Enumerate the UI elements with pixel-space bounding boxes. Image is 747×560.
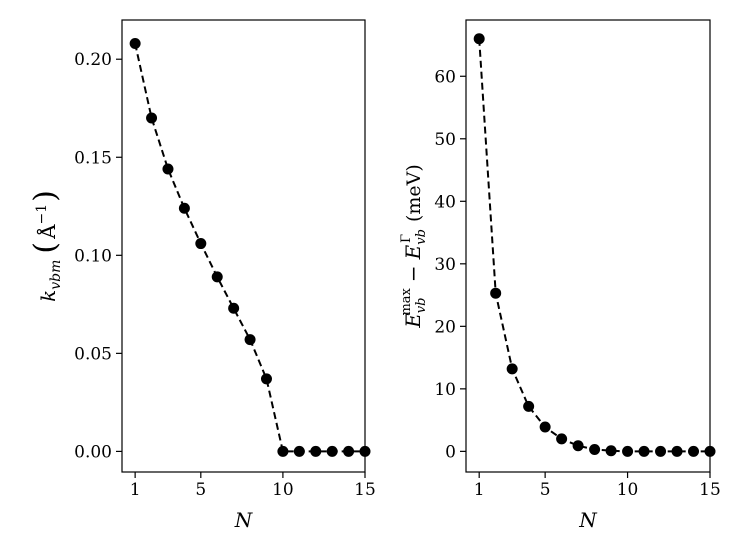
data-point (638, 445, 650, 457)
y-tick-label: 30 (434, 255, 456, 275)
data-point (343, 445, 355, 457)
data-point (195, 238, 207, 250)
y-ticks: 0.00 0.05 0.10 0.15 0.20 (74, 50, 122, 462)
data-point (146, 112, 158, 124)
data-point (293, 445, 305, 457)
data-point (539, 421, 551, 433)
x-tick-label: 15 (354, 480, 376, 500)
x-axis-label: N (234, 508, 254, 532)
data-point (310, 445, 322, 457)
data-point (162, 163, 174, 175)
y-tick-label: 20 (434, 317, 456, 337)
y-tick-label: 0.10 (74, 246, 112, 266)
y-tick-label: 0.00 (74, 442, 112, 462)
series-line (134, 43, 365, 453)
data-point (506, 363, 518, 375)
plot-frame (465, 19, 711, 473)
y-tick-label: 50 (434, 130, 456, 150)
x-tick-label: 1 (474, 480, 485, 500)
data-point (490, 287, 502, 299)
data-point (704, 445, 716, 457)
data-point (473, 33, 485, 45)
y-tick-label: 60 (434, 67, 456, 87)
x-axis-label: N (578, 508, 598, 532)
x-tick-label: 10 (272, 480, 294, 500)
y-axis-label: Evbmax−EvbΓ(meV) (399, 164, 429, 329)
y-tick-label: 0 (445, 442, 456, 462)
data-point (589, 443, 601, 455)
data-point (605, 445, 617, 457)
data-point (228, 302, 240, 314)
plot-frame (121, 19, 366, 473)
y-tick-label: 0.20 (74, 50, 112, 70)
left-plot-panel: 1 5 10 15 0.000.050.100.150.20 N kvbm(Å−1) (28, 19, 376, 532)
data-point (211, 271, 223, 283)
data-point (622, 445, 634, 457)
data-points (129, 38, 371, 457)
y-tick-label: 0.15 (74, 148, 112, 168)
data-point (556, 433, 568, 445)
data-point (244, 334, 256, 346)
x-ticks: 1 5 10 15 (474, 472, 721, 500)
data-point (688, 445, 700, 457)
data-point (277, 445, 289, 457)
x-tick-label: 1 (130, 480, 141, 500)
data-point (178, 202, 190, 214)
y-tick-label: 40 (434, 192, 456, 212)
data-point (572, 440, 584, 452)
y-tick-label: 0.05 (74, 344, 112, 364)
data-point (523, 400, 535, 412)
data-points (473, 33, 716, 457)
data-point (655, 445, 667, 457)
y-ticks: 0 10 20 30 40 50 60 (434, 67, 466, 462)
series-line (478, 38, 710, 453)
x-tick-label: 5 (540, 480, 551, 500)
x-tick-label: 5 (195, 480, 206, 500)
x-tick-label: 10 (617, 480, 639, 500)
y-tick-label: 10 (434, 380, 456, 400)
x-tick-label: 15 (699, 480, 721, 500)
x-ticks: 1 5 10 15 (130, 472, 376, 500)
y-axis-label: kvbm(Å−1) (28, 190, 64, 302)
data-point (260, 373, 272, 385)
data-point (671, 445, 683, 457)
data-point (359, 445, 371, 457)
data-point (129, 38, 141, 50)
data-point (326, 445, 338, 457)
